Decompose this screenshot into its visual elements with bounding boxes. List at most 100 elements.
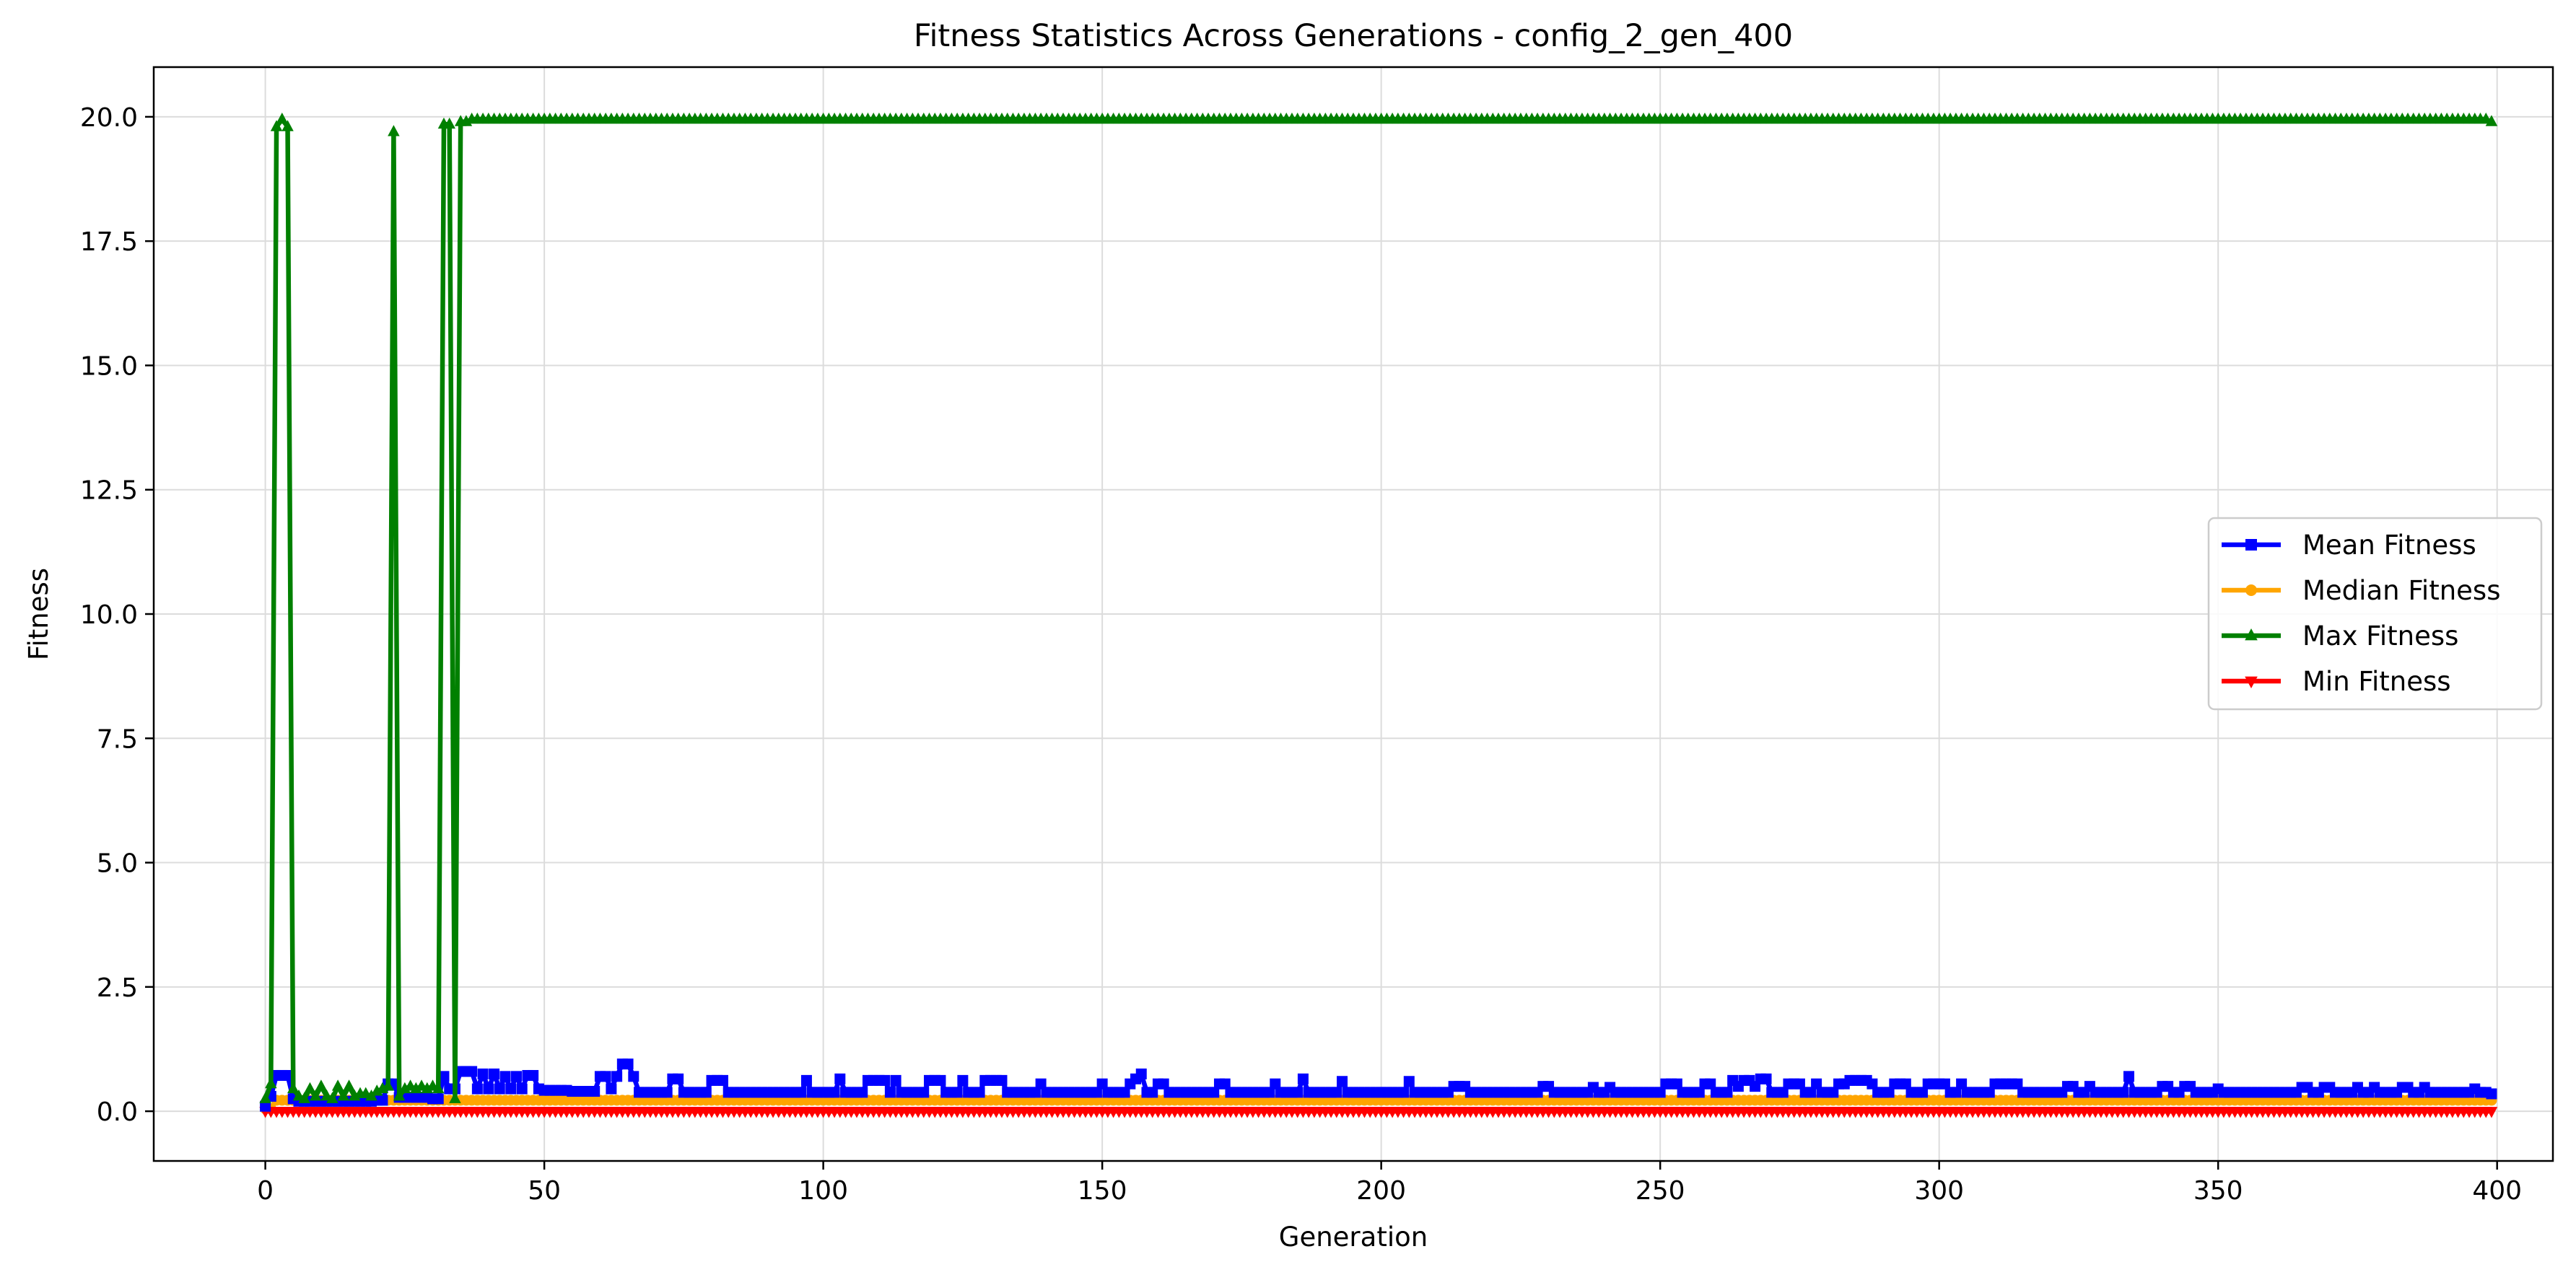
mean-fitness-point xyxy=(606,1083,617,1095)
x-tick-label: 250 xyxy=(1636,1176,1685,1206)
mean-fitness-point xyxy=(510,1071,522,1082)
max-fitness-point xyxy=(449,1092,461,1103)
mean-fitness-point xyxy=(884,1087,896,1098)
legend-label: Mean Fitness xyxy=(2302,530,2476,561)
x-tick-label: 400 xyxy=(2472,1176,2522,1206)
mean-fitness-point xyxy=(661,1087,673,1098)
legend-box xyxy=(2207,517,2543,711)
max-fitness-point xyxy=(281,120,294,131)
mean-fitness-point xyxy=(1270,1078,1281,1090)
y-tick-label: 2.5 xyxy=(97,973,138,1003)
legend-label: Max Fitness xyxy=(2302,621,2458,652)
y-axis-label: Fitness xyxy=(23,568,54,660)
legend-item-max-fitness: Max Fitness xyxy=(2222,621,2458,652)
max-fitness-point xyxy=(393,1090,406,1101)
max-fitness-point xyxy=(270,120,283,131)
mean-fitness-point xyxy=(1983,1087,1995,1098)
mean-fitness-point xyxy=(282,1069,294,1081)
mean-fitness-point xyxy=(1297,1073,1309,1084)
legend-label: Median Fitness xyxy=(2302,575,2500,606)
max-fitness-point xyxy=(337,1090,350,1101)
mean-fitness-point xyxy=(260,1100,271,1112)
y-tick-label: 20.0 xyxy=(80,103,138,133)
legend-swatch-marker xyxy=(2245,539,2257,551)
min-fitness-series xyxy=(259,1107,2498,1118)
mean-fitness-point xyxy=(471,1083,483,1095)
legend-item-min-fitness: Min Fitness xyxy=(2222,666,2451,697)
mean-fitness-point xyxy=(700,1087,712,1098)
max-fitness-point xyxy=(382,1079,394,1091)
mean-fitness-point xyxy=(795,1087,807,1098)
max-fitness-point xyxy=(265,1077,277,1089)
max-fitness-point xyxy=(432,1082,445,1094)
mean-fitness-point xyxy=(1828,1087,1839,1098)
max-fitness-point xyxy=(443,117,455,129)
mean-fitness-point xyxy=(1705,1078,1716,1090)
mean-fitness-point xyxy=(483,1083,494,1095)
mean-fitness-point xyxy=(1403,1076,1415,1087)
mean-fitness-point xyxy=(673,1073,684,1084)
mean-fitness-point xyxy=(466,1066,478,1077)
mean-fitness-point xyxy=(1035,1078,1047,1090)
legend-swatch-marker xyxy=(2245,584,2257,596)
mean-fitness-point xyxy=(2118,1087,2129,1098)
mean-fitness-point xyxy=(1777,1087,1789,1098)
mean-fitness-point xyxy=(1147,1087,1158,1098)
x-tick-label: 50 xyxy=(528,1176,561,1206)
mean-fitness-point xyxy=(1721,1087,1733,1098)
mean-fitness-point xyxy=(857,1087,868,1098)
mean-fitness-point xyxy=(1654,1087,1666,1098)
mean-fitness-point xyxy=(957,1074,969,1086)
mean-fitness-point xyxy=(918,1087,930,1098)
x-tick-label: 150 xyxy=(1078,1176,1127,1206)
y-tick-label: 10.0 xyxy=(80,600,138,630)
max-fitness-series xyxy=(259,112,2498,1103)
max-fitness-point xyxy=(309,1090,322,1101)
mean-fitness-point xyxy=(1029,1087,1041,1098)
y-tick-label: 0.0 xyxy=(97,1097,138,1127)
mean-fitness-point xyxy=(505,1083,517,1095)
mean-fitness-point xyxy=(1158,1078,1169,1090)
mean-fitness-point xyxy=(1900,1078,1911,1090)
mean-fitness-point xyxy=(1939,1078,1950,1090)
max-fitness-point xyxy=(343,1079,355,1091)
mean-fitness-point xyxy=(1693,1087,1705,1098)
mean-fitness-point xyxy=(1794,1078,1805,1090)
mean-fitness-point xyxy=(477,1068,489,1079)
max-fitness-point xyxy=(331,1079,344,1091)
mean-fitness-point xyxy=(1091,1087,1102,1098)
y-tick-label: 17.5 xyxy=(80,227,138,257)
mean-fitness-point xyxy=(628,1071,639,1082)
mean-fitness-point xyxy=(1331,1087,1342,1098)
mean-fitness-point xyxy=(974,1087,985,1098)
mean-fitness-point xyxy=(1264,1087,1275,1098)
mean-fitness-point xyxy=(2486,1088,2497,1100)
legend-item-median-fitness: Median Fitness xyxy=(2222,575,2500,606)
mean-fitness-point xyxy=(600,1071,611,1082)
y-tick-label: 15.0 xyxy=(80,351,138,381)
mean-fitness-point xyxy=(1135,1068,1147,1079)
mean-fitness-point xyxy=(589,1086,601,1097)
mean-fitness-point xyxy=(951,1087,963,1098)
mean-fitness-point xyxy=(996,1074,1008,1086)
x-tick-label: 350 xyxy=(2193,1176,2243,1206)
mean-fitness-point xyxy=(1883,1087,1895,1098)
mean-fitness-point xyxy=(2123,1071,2135,1082)
x-axis: 0 50 100 150 200 250 300 350 400 xyxy=(257,1161,2522,1206)
max-fitness-point xyxy=(276,112,289,124)
x-axis-label: Generation xyxy=(1279,1222,1428,1253)
mean-fitness-point xyxy=(1760,1073,1772,1084)
max-fitness-point xyxy=(326,1092,339,1103)
mean-fitness-point xyxy=(829,1087,840,1098)
mean-fitness-point xyxy=(1208,1087,1220,1098)
mean-fitness-point xyxy=(377,1095,388,1106)
min-fitness-point xyxy=(2485,1107,2498,1118)
mean-fitness-point xyxy=(2012,1078,2023,1090)
plot-series xyxy=(259,112,2498,1118)
mean-fitness-point xyxy=(1805,1087,1817,1098)
mean-fitness-point xyxy=(494,1083,505,1095)
x-tick-label: 300 xyxy=(1914,1176,1964,1206)
max-fitness-point xyxy=(388,125,400,136)
